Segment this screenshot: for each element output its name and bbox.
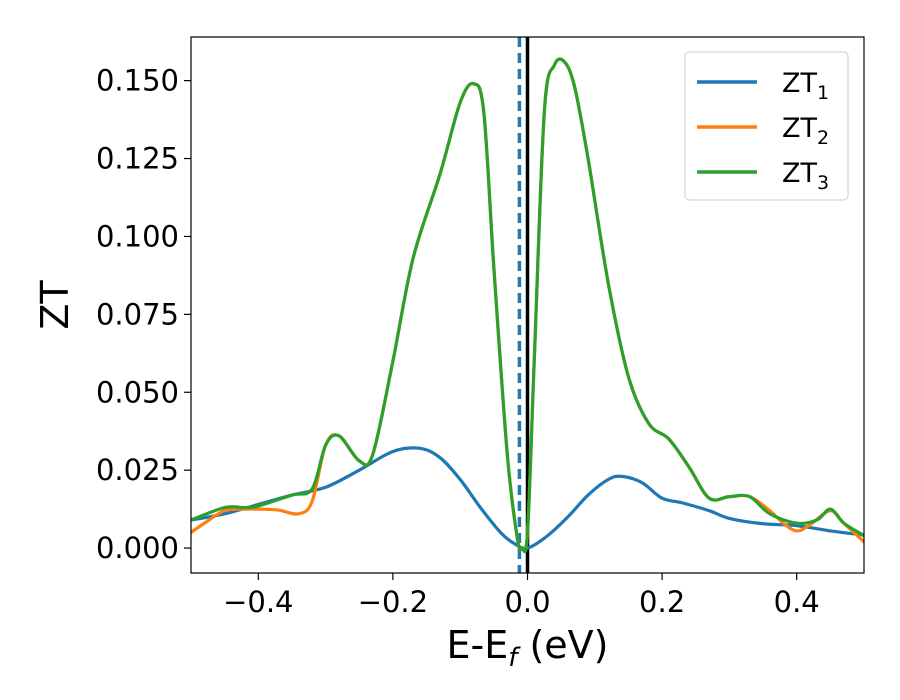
- y-axis-title: ZT: [33, 280, 77, 330]
- legend-label-3: ZT3: [782, 158, 829, 194]
- series-line-1: [191, 446, 864, 550]
- y-tick-label: 0.050: [96, 375, 179, 409]
- reference-lines: [517, 37, 530, 573]
- series-layer: [191, 57, 864, 554]
- y-tick-label: 0.000: [96, 531, 179, 565]
- x-tick-label: 0.0: [504, 585, 550, 619]
- y-tick-label: 0.100: [96, 219, 179, 253]
- legend-label-2: ZT2: [782, 113, 829, 149]
- x-axis-ticks: −0.4 −0.2 0.0 0.2 0.4: [223, 573, 820, 619]
- y-tick-label: 0.075: [96, 297, 179, 331]
- y-tick-label: 0.025: [96, 453, 179, 487]
- y-tick-label: 0.150: [96, 64, 179, 98]
- x-tick-label: −0.2: [358, 585, 428, 619]
- x-axis-title: E-Ef (eV): [447, 623, 609, 673]
- series-line-3: [191, 57, 864, 554]
- legend: ZT1 ZT2 ZT3: [684, 51, 849, 201]
- legend-box: [684, 51, 849, 201]
- x-axis-title-main: E-E: [447, 623, 509, 667]
- x-tick-label: −0.4: [223, 585, 293, 619]
- x-axis-title-unit: (eV): [517, 623, 608, 667]
- legend-label-1: ZT1: [782, 68, 829, 104]
- x-tick-label: 0.4: [774, 585, 820, 619]
- y-axis-ticks: 0.000 0.025 0.050 0.075 0.100 0.125 0.150: [96, 64, 191, 565]
- x-tick-label: 0.2: [639, 585, 685, 619]
- y-tick-label: 0.125: [96, 142, 179, 176]
